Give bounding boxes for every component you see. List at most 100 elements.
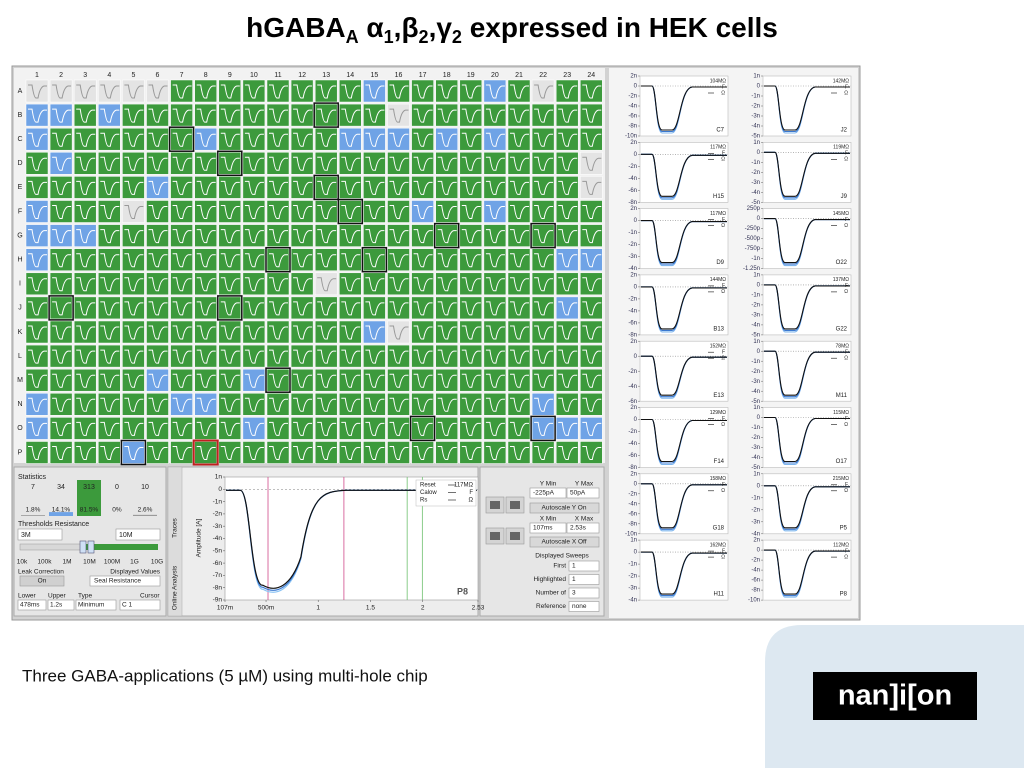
well-cell[interactable] <box>73 272 97 296</box>
well-cell[interactable] <box>146 176 169 199</box>
well-cell[interactable] <box>314 152 338 175</box>
well-cell[interactable] <box>459 417 483 440</box>
sweep-field[interactable] <box>568 574 600 585</box>
well-cell[interactable] <box>49 79 73 103</box>
cursor-field[interactable] <box>47 599 75 611</box>
well-cell[interactable] <box>73 79 97 103</box>
well-cell[interactable] <box>531 103 555 127</box>
well-cell[interactable] <box>122 127 145 151</box>
well-cell[interactable] <box>507 417 531 440</box>
well-cell[interactable] <box>580 248 603 271</box>
well-cell[interactable] <box>146 152 169 175</box>
well-cell[interactable] <box>339 344 362 368</box>
well-cell[interactable] <box>580 176 603 199</box>
well-cell[interactable] <box>73 296 97 320</box>
well-cell[interactable] <box>122 248 145 271</box>
well-cell[interactable] <box>387 127 410 151</box>
well-cell[interactable] <box>266 79 290 103</box>
well-cell[interactable] <box>411 320 434 344</box>
well-cell[interactable] <box>387 272 410 296</box>
well-cell[interactable] <box>387 176 410 199</box>
well-cell[interactable] <box>122 320 145 344</box>
well-cell[interactable] <box>49 320 73 344</box>
well-cell[interactable] <box>266 248 290 271</box>
well-cell[interactable] <box>218 417 242 440</box>
well-cell[interactable] <box>459 368 483 392</box>
well-cell[interactable] <box>507 200 531 223</box>
well-cell[interactable] <box>314 344 338 368</box>
well-cell[interactable] <box>411 152 434 175</box>
well-cell[interactable] <box>531 368 555 392</box>
well-cell[interactable] <box>49 127 73 151</box>
well-cell[interactable] <box>411 79 434 103</box>
well-cell[interactable] <box>25 320 49 344</box>
well-cell[interactable] <box>314 103 338 127</box>
well-cell[interactable] <box>314 127 338 151</box>
well-cell[interactable] <box>435 152 458 175</box>
well-cell[interactable] <box>73 441 97 464</box>
well-cell[interactable] <box>459 200 483 223</box>
well-cell[interactable] <box>435 79 458 103</box>
leak-button[interactable] <box>19 575 65 587</box>
well-cell[interactable] <box>73 248 97 271</box>
well-cell[interactable] <box>580 79 603 103</box>
well-cell[interactable] <box>290 224 314 247</box>
well-cell[interactable] <box>194 441 217 464</box>
well-cell[interactable] <box>98 393 121 416</box>
autoscale-x[interactable] <box>529 536 600 548</box>
well-cell[interactable] <box>146 320 169 344</box>
well-cell[interactable] <box>580 368 603 392</box>
well-cell[interactable] <box>218 344 242 368</box>
well-cell[interactable] <box>555 417 579 440</box>
well-cell[interactable] <box>363 344 386 368</box>
well-cell[interactable] <box>531 248 555 271</box>
well-cell[interactable] <box>170 272 193 296</box>
well-cell[interactable] <box>49 248 73 271</box>
well-cell[interactable] <box>73 344 97 368</box>
well-cell[interactable] <box>411 417 434 440</box>
well-cell[interactable] <box>555 393 579 416</box>
well-cell[interactable] <box>387 344 410 368</box>
well-cell[interactable] <box>73 224 97 247</box>
well-cell[interactable] <box>459 176 483 199</box>
well-cell[interactable] <box>411 368 434 392</box>
well-cell[interactable] <box>122 441 145 464</box>
well-cell[interactable] <box>483 79 507 103</box>
well-cell[interactable] <box>49 103 73 127</box>
well-cell[interactable] <box>555 176 579 199</box>
well-cell[interactable] <box>363 296 386 320</box>
well-cell[interactable] <box>73 200 97 223</box>
well-cell[interactable] <box>218 152 242 175</box>
well-cell[interactable] <box>339 272 362 296</box>
well-cell[interactable] <box>339 393 362 416</box>
well-cell[interactable] <box>435 417 458 440</box>
well-cell[interactable] <box>507 103 531 127</box>
well-cell[interactable] <box>483 296 507 320</box>
well-cell[interactable] <box>555 224 579 247</box>
well-cell[interactable] <box>387 320 410 344</box>
well-cell[interactable] <box>242 272 266 296</box>
well-cell[interactable] <box>122 344 145 368</box>
well-cell[interactable] <box>435 368 458 392</box>
well-cell[interactable] <box>266 344 290 368</box>
well-cell[interactable] <box>483 272 507 296</box>
well-cell[interactable] <box>290 417 314 440</box>
well-cell[interactable] <box>242 176 266 199</box>
well-cell[interactable] <box>25 272 49 296</box>
well-cell[interactable] <box>339 127 362 151</box>
well-cell[interactable] <box>555 296 579 320</box>
well-cell[interactable] <box>146 393 169 416</box>
well-cell[interactable] <box>314 368 338 392</box>
well-cell[interactable] <box>194 224 217 247</box>
well-cell[interactable] <box>122 368 145 392</box>
well-cell[interactable] <box>122 272 145 296</box>
well-cell[interactable] <box>218 368 242 392</box>
well-cell[interactable] <box>363 176 386 199</box>
sweep-field[interactable] <box>568 587 600 599</box>
well-cell[interactable] <box>314 248 338 271</box>
well-cell[interactable] <box>339 320 362 344</box>
well-cell[interactable] <box>98 320 121 344</box>
well-cell[interactable] <box>242 320 266 344</box>
well-cell[interactable] <box>98 103 121 127</box>
well-cell[interactable] <box>483 103 507 127</box>
